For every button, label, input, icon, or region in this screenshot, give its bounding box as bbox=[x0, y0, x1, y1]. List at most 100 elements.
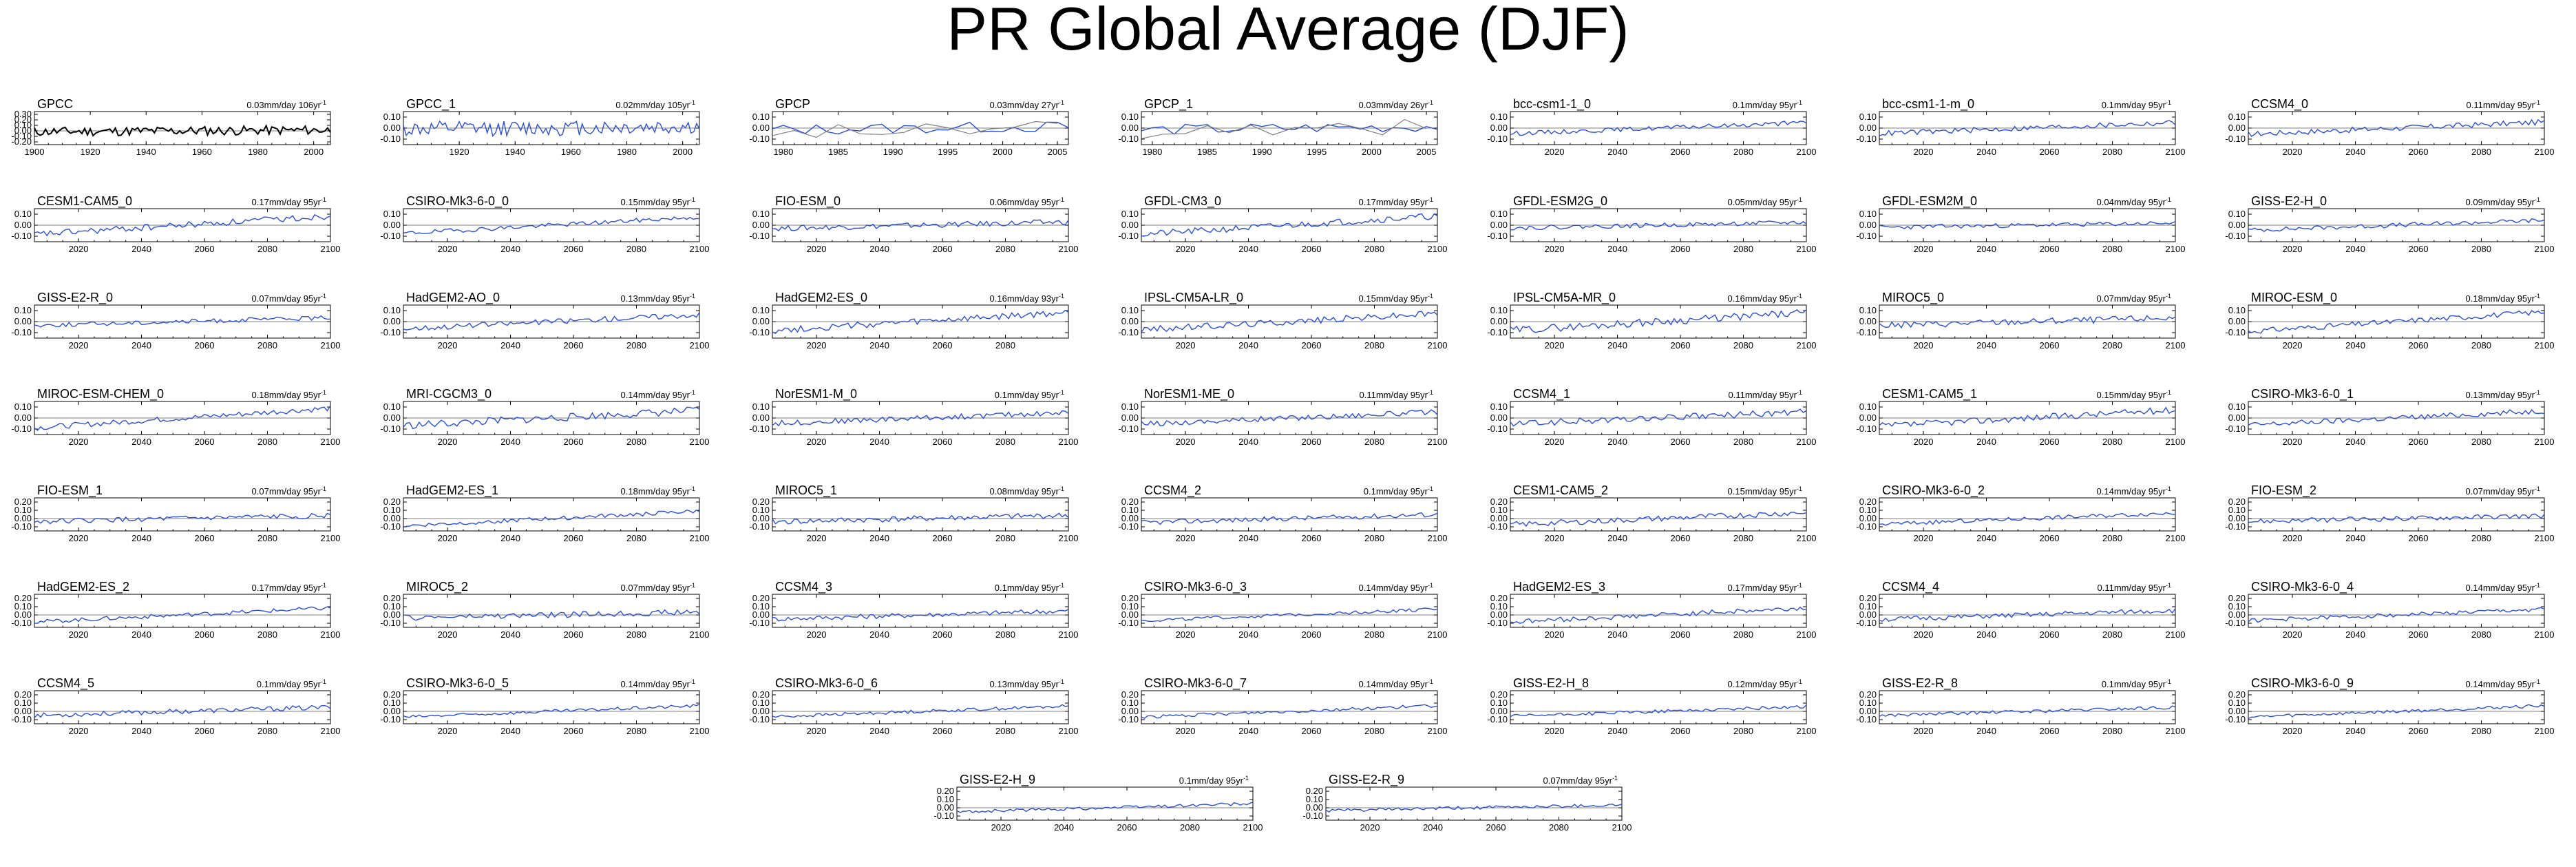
y-tick-label: 0.20 bbox=[1490, 497, 1508, 507]
x-tick-label: 2100 bbox=[690, 533, 710, 543]
panel-plot: CSIRO-Mk3-6-0_9 0.14mm/day 95yr-1 -0.100.0… bbox=[2225, 676, 2554, 736]
x-tick-label: 2060 bbox=[2040, 629, 2060, 640]
y-tick-label: 0.20 bbox=[1121, 593, 1139, 603]
x-tick-label: 2020 bbox=[1545, 629, 1565, 640]
x-tick-label: 2020 bbox=[1914, 533, 1934, 543]
x-tick-label: 2100 bbox=[1797, 147, 1817, 157]
panel-trend: 0.14mm/day 95yr-1 bbox=[621, 389, 695, 400]
x-tick-label: 2020 bbox=[69, 437, 89, 447]
y-tick-label: 0.10 bbox=[752, 698, 770, 708]
x-tick-label: 2080 bbox=[2471, 340, 2491, 351]
y-tick-label: 0.20 bbox=[1859, 689, 1877, 700]
y-tick-label: 0.00 bbox=[1121, 123, 1139, 133]
x-tick-label: 2040 bbox=[1976, 340, 1996, 351]
y-tick-label: -0.10 bbox=[11, 424, 32, 434]
y-tick-label: 0.00 bbox=[2228, 609, 2246, 620]
y-tick-label: 0.00 bbox=[383, 706, 401, 716]
x-tick-label: 2040 bbox=[869, 437, 889, 447]
x-tick-label: 2040 bbox=[1976, 533, 1996, 543]
panel-trend-value: 0.05mm/day 95yr bbox=[1728, 197, 1797, 207]
panel-plot: CESM1-CAM5_1 0.15mm/day 95yr-1-0.100.000.… bbox=[1856, 387, 2185, 447]
panel-trend-value: 0.15mm/day 95yr bbox=[2097, 390, 2166, 400]
panel-CSIRO-Mk3-6-0_3: CSIRO-Mk3-6-0_3 0.14mm/day 95yr-1 -0.10 0.0… bbox=[1107, 578, 1447, 647]
y-tick-label: -0.10 bbox=[1487, 618, 1508, 628]
y-tick-label: -0.10 bbox=[1118, 327, 1139, 337]
panel-trend-exponent: -1 bbox=[1428, 678, 1433, 685]
panel-trend-exponent: -1 bbox=[690, 389, 695, 396]
x-tick-label: 2020 bbox=[438, 629, 458, 640]
panel-CSIRO-Mk3-6-0_9: CSIRO-Mk3-6-0_9 0.14mm/day 95yr-1 -0.10 0.0… bbox=[2214, 674, 2554, 743]
x-tick-label: 2080 bbox=[995, 340, 1015, 351]
panel-title: IPSL-CM5A-LR_0 bbox=[1144, 291, 1243, 305]
y-tick-label: 0.00 bbox=[752, 412, 770, 423]
panel-bcc-csm1-1_0: bcc-csm1-1_0 0.1mm/day 95yr-1 -0.10 0.00 0.1… bbox=[1476, 95, 1816, 164]
panel-trend-value: 0.14mm/day 95yr bbox=[2466, 583, 2535, 593]
x-tick-label: 2080 bbox=[995, 437, 1015, 447]
x-tick-label: 2040 bbox=[2345, 437, 2365, 447]
panel-title: bcc-csm1-1-m_0 bbox=[1882, 97, 1974, 112]
y-tick-label: 0.10 bbox=[1490, 505, 1508, 515]
panel-trend-value: 0.1mm/day 95yr bbox=[995, 390, 1059, 400]
panel-trend-value: 0.07mm/day 95yr bbox=[252, 486, 321, 497]
panel-trend-exponent: -1 bbox=[1797, 389, 1802, 396]
panel-title: CESM1-CAM5_0 bbox=[37, 194, 132, 209]
y-tick-label: 0.00 bbox=[14, 125, 32, 136]
y-tick-label: -0.10 bbox=[2225, 327, 2246, 337]
y-tick-label: 0.00 bbox=[1859, 706, 1877, 716]
panel-trend: 0.03mm/day 106yr-1 bbox=[246, 99, 326, 110]
x-tick-label: 2100 bbox=[1059, 244, 1079, 254]
y-tick-label: 0.10 bbox=[383, 305, 401, 315]
x-tick-label: 2000 bbox=[304, 147, 324, 157]
series-line bbox=[34, 704, 331, 718]
x-tick-label: 2060 bbox=[2040, 147, 2060, 157]
x-tick-label: 1980 bbox=[617, 147, 637, 157]
y-tick-label: 0.00 bbox=[1490, 220, 1508, 230]
panel-trend-exponent: -1 bbox=[321, 485, 326, 492]
panel-trend: 0.12mm/day 95yr-1 bbox=[1728, 678, 1802, 689]
y-tick-label: 0.00 bbox=[383, 412, 401, 423]
panel-title: CSIRO-Mk3-6-0_5 bbox=[406, 676, 509, 691]
y-tick-label: 0.10 bbox=[1859, 305, 1877, 315]
panel-trend-value: 0.11mm/day 95yr bbox=[2467, 100, 2535, 110]
panel-HadGEM2-AO_0: HadGEM2-AO_0 0.13mm/day 95yr-1 -0.10 0.00 0.… bbox=[369, 289, 709, 357]
x-tick-label: 2060 bbox=[1302, 629, 1322, 640]
panel-plot: GPCP_1 0.03mm/day 26yr-1 -0.100.000.10 1980… bbox=[1118, 97, 1438, 157]
series-line bbox=[2248, 118, 2545, 137]
y-tick-label: 0.10 bbox=[383, 698, 401, 708]
panel-title: GFDL-ESM2G_0 bbox=[1513, 194, 1607, 209]
x-tick-label: 2020 bbox=[1176, 533, 1196, 543]
panel-trend-value: 0.18mm/day 95yr bbox=[621, 486, 690, 497]
y-tick-label: 0.00 bbox=[752, 706, 770, 716]
y-tick-label: -0.10 bbox=[2225, 231, 2246, 241]
x-tick-label: 2020 bbox=[807, 533, 827, 543]
plot-frame bbox=[2248, 690, 2545, 724]
x-tick-label: 2060 bbox=[2409, 533, 2429, 543]
x-tick-label: 2020 bbox=[438, 726, 458, 736]
y-tick-label: -0.10 bbox=[749, 618, 770, 628]
panel-trend-exponent: -1 bbox=[321, 99, 326, 106]
panel-trend: 0.03mm/day 27yr-1 bbox=[990, 99, 1064, 110]
panel-title: CSIRO-Mk3-6-0_3 bbox=[1144, 580, 1247, 594]
y-tick-label: 0.10 bbox=[14, 401, 32, 412]
panel-trend: 0.16mm/day 93yr-1 bbox=[990, 293, 1064, 304]
panel-trend-value: 0.03mm/day 27yr bbox=[990, 100, 1059, 110]
series-line bbox=[2248, 218, 2545, 232]
panel-trend: 0.11mm/day 95yr-1 bbox=[1360, 389, 1433, 400]
panel-trend-value: 0.18mm/day 95yr bbox=[252, 390, 321, 400]
panel-trend-value: 0.1mm/day 95yr bbox=[257, 679, 321, 689]
y-tick-label: 0.00 bbox=[14, 220, 32, 230]
x-tick-label: 2040 bbox=[500, 533, 520, 543]
y-tick-label: 0.10 bbox=[1490, 209, 1508, 219]
panel-plot: bcc-csm1-1_0 0.1mm/day 95yr-1-0.100.000.1… bbox=[1487, 97, 1816, 157]
panel-trend-value: 0.02mm/day 105yr bbox=[615, 100, 690, 110]
panel-bcc-csm1-1-m_0: bcc-csm1-1-m_0 0.1mm/day 95yr-1 -0.10 0.00 0… bbox=[1845, 95, 2185, 164]
panel-trend-exponent: -1 bbox=[2166, 389, 2171, 396]
panel-trend-exponent: -1 bbox=[321, 582, 326, 589]
y-tick-label: 0.20 bbox=[752, 689, 770, 700]
y-tick-label: 0.10 bbox=[2228, 112, 2246, 122]
y-tick-label: -0.10 bbox=[749, 714, 770, 724]
panel-plot: CCSM4_2 0.1mm/day 95yr-1 -0.100.000.100.20… bbox=[1118, 483, 1447, 543]
panel-title: GFDL-CM3_0 bbox=[1144, 194, 1221, 209]
x-tick-label: 2040 bbox=[1238, 437, 1258, 447]
x-tick-label: 2060 bbox=[564, 726, 584, 736]
